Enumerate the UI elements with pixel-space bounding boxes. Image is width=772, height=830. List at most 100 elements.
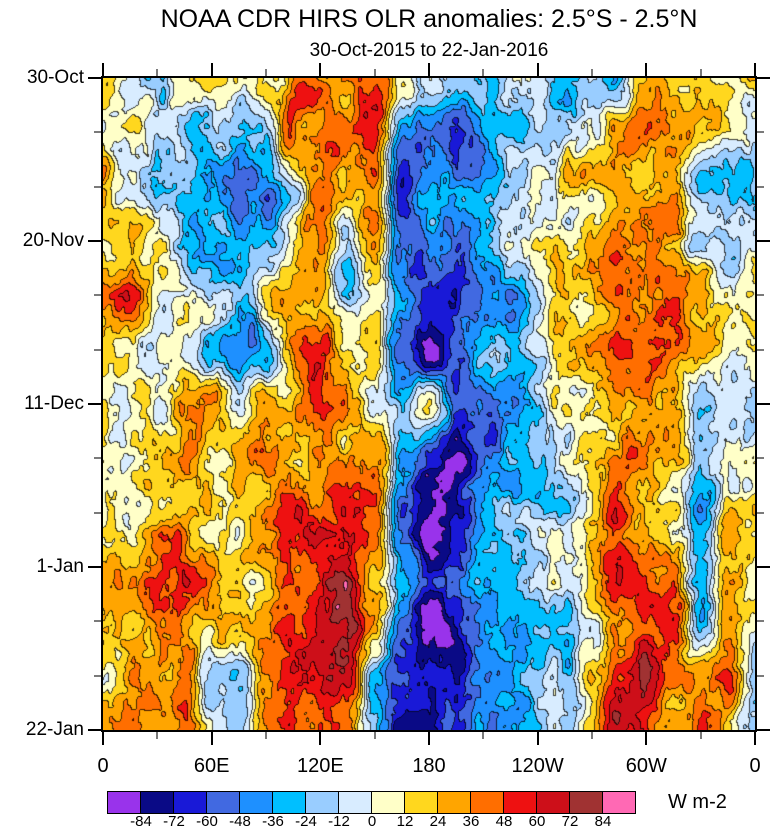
- plot-frame: [101, 76, 757, 732]
- x-axis-tick-label: 180: [412, 755, 446, 777]
- y-tick-minor-right: [757, 620, 764, 622]
- y-tick-minor-right: [757, 294, 764, 296]
- x-tick-minor-top: [591, 69, 593, 76]
- y-axis-tick-label: 22-Jan: [25, 719, 84, 740]
- y-tick-major-right: [757, 403, 770, 405]
- x-tick-minor-bottom: [591, 732, 593, 739]
- colorbar-tick-label: -72: [163, 813, 185, 830]
- x-tick-minor-top: [374, 69, 376, 76]
- colorbar-tick-label: -48: [229, 813, 251, 830]
- x-tick-major-bottom: [754, 732, 756, 745]
- colorbar-cell: [471, 792, 504, 813]
- y-tick-minor-left: [94, 131, 101, 133]
- y-tick-major-left: [88, 403, 101, 405]
- y-tick-minor-right: [757, 131, 764, 133]
- colorbar-units: W m-2: [668, 791, 727, 813]
- colorbar-tick-label: 84: [594, 813, 612, 830]
- x-tick-minor-top: [700, 69, 702, 76]
- y-tick-minor-left: [94, 512, 101, 514]
- y-tick-minor-left: [94, 294, 101, 296]
- x-tick-major-top: [319, 63, 321, 76]
- colorbar-tick-label: -60: [196, 813, 218, 830]
- colorbar-cell: [273, 792, 306, 813]
- x-axis-tick-label: 0: [97, 755, 109, 777]
- x-tick-minor-bottom: [374, 732, 376, 739]
- x-tick-minor-top: [156, 69, 158, 76]
- x-tick-major-bottom: [102, 732, 104, 745]
- y-tick-minor-right: [757, 186, 764, 188]
- colorbar-tick-label: -12: [328, 813, 350, 830]
- x-tick-major-top: [102, 63, 104, 76]
- colorbar-tick-label: 12: [396, 813, 414, 830]
- x-tick-major-bottom: [428, 732, 430, 745]
- colorbar-cell: [438, 792, 471, 813]
- y-tick-major-right: [757, 566, 770, 568]
- y-tick-minor-left: [94, 186, 101, 188]
- x-tick-major-top: [754, 63, 756, 76]
- y-axis-tick-label: 1-Jan: [36, 556, 84, 577]
- x-tick-major-top: [645, 63, 647, 76]
- colorbar-cell: [207, 792, 240, 813]
- colorbar-tick-label: 36: [462, 813, 480, 830]
- y-tick-major-right: [757, 240, 770, 242]
- colorbar-cell: [306, 792, 339, 813]
- y-tick-minor-left: [94, 675, 101, 677]
- y-tick-major-right: [757, 77, 770, 79]
- colorbar-tick-label: -24: [295, 813, 317, 830]
- colorbar-cell: [141, 792, 174, 813]
- x-axis-tick-label: 0: [749, 755, 761, 777]
- chart-subtitle: 30-Oct-2015 to 22-Jan-2016: [309, 40, 549, 61]
- y-tick-major-left: [88, 77, 101, 79]
- colorbar-tick-label: 0: [367, 813, 377, 830]
- colorbar-tick-label: -36: [262, 813, 284, 830]
- x-tick-major-top: [211, 63, 213, 76]
- y-tick-minor-left: [94, 457, 101, 459]
- colorbar-tick-label: 60: [528, 813, 546, 830]
- y-tick-minor-right: [757, 457, 764, 459]
- x-tick-minor-top: [265, 69, 267, 76]
- x-axis-tick-label: 60W: [625, 755, 667, 777]
- y-tick-minor-left: [94, 620, 101, 622]
- y-tick-major-right: [757, 729, 770, 731]
- x-axis-tick-label: 120E: [296, 755, 344, 777]
- colorbar: [107, 791, 636, 814]
- colorbar-cell: [504, 792, 537, 813]
- y-tick-major-left: [88, 729, 101, 731]
- x-tick-major-bottom: [211, 732, 213, 745]
- y-tick-minor-right: [757, 675, 764, 677]
- y-axis-tick-label: 30-Oct: [26, 67, 84, 88]
- colorbar-tick-label: 48: [495, 813, 513, 830]
- x-tick-minor-bottom: [482, 732, 484, 739]
- y-tick-major-left: [88, 240, 101, 242]
- colorbar-cell: [603, 792, 635, 813]
- x-tick-minor-bottom: [265, 732, 267, 739]
- chart-title: NOAA CDR HIRS OLR anomalies: 2.5°S - 2.5…: [160, 5, 698, 33]
- colorbar-cell: [174, 792, 207, 813]
- colorbar-cell: [537, 792, 570, 813]
- colorbar-cell: [570, 792, 603, 813]
- x-tick-major-bottom: [645, 732, 647, 745]
- x-tick-minor-bottom: [700, 732, 702, 739]
- colorbar-cell: [339, 792, 372, 813]
- y-tick-major-left: [88, 566, 101, 568]
- y-tick-minor-left: [94, 349, 101, 351]
- colorbar-cell: [240, 792, 273, 813]
- hovmoller-heatmap-canvas: [103, 78, 755, 730]
- x-tick-major-bottom: [537, 732, 539, 745]
- colorbar-tick-label: 24: [429, 813, 447, 830]
- y-axis-tick-label: 11-Dec: [24, 393, 84, 414]
- colorbar-tick-label: -84: [130, 813, 152, 830]
- x-tick-major-top: [428, 63, 430, 76]
- x-axis-tick-label: 60E: [193, 755, 230, 777]
- colorbar-cell: [108, 792, 141, 813]
- x-tick-minor-bottom: [156, 732, 158, 739]
- x-tick-major-bottom: [319, 732, 321, 745]
- colorbar-cell: [372, 792, 405, 813]
- colorbar-cell: [405, 792, 438, 813]
- x-tick-major-top: [537, 63, 539, 76]
- y-axis-tick-label: 20-Nov: [22, 230, 84, 251]
- colorbar-tick-label: 72: [561, 813, 579, 830]
- y-tick-minor-right: [757, 349, 764, 351]
- x-axis-tick-label: 120W: [511, 755, 564, 777]
